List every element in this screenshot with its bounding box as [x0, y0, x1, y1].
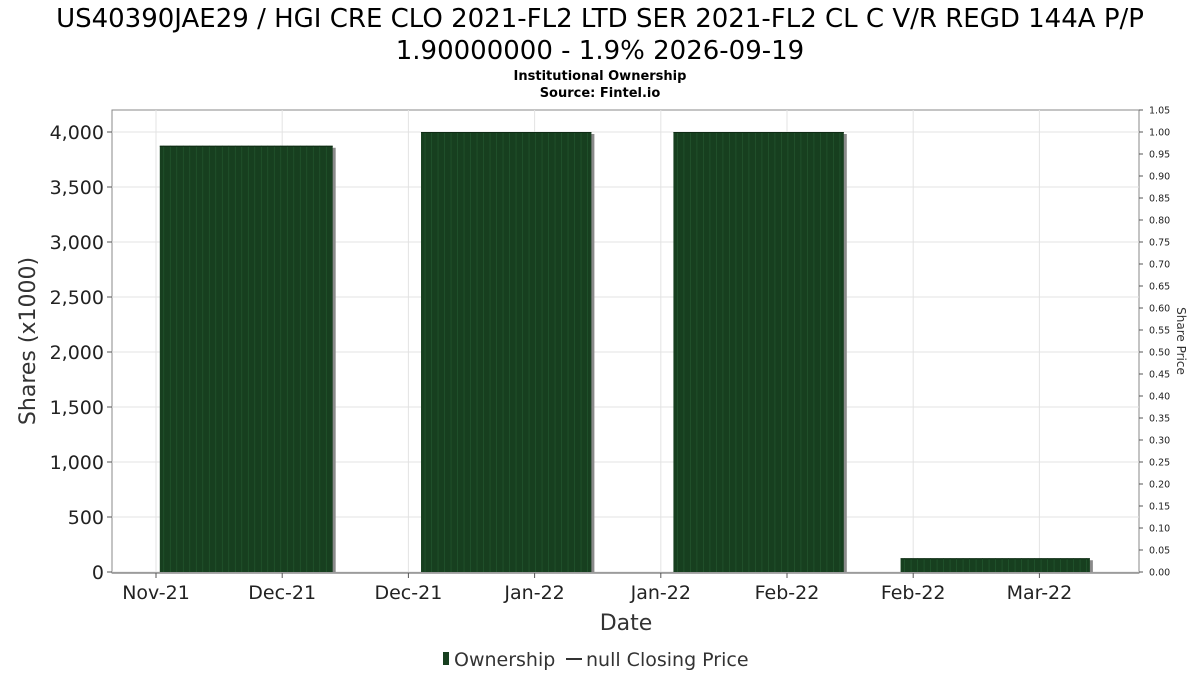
y2-tick-label: 0.30 — [1149, 436, 1170, 447]
y2-tick-label: 0.15 — [1149, 502, 1170, 513]
y-tick-label: 2,000 — [50, 342, 104, 364]
y2-tick-label: 0.60 — [1149, 304, 1170, 315]
ownership-bar — [900, 558, 1093, 572]
chart-subtitle-line1: Institutional Ownership — [514, 69, 687, 84]
x-tick-label: Mar-22 — [1007, 582, 1073, 604]
y2-tick-label: 0.65 — [1149, 282, 1170, 293]
ownership-bar — [421, 132, 595, 572]
y2-tick-label: 1.05 — [1149, 106, 1170, 117]
y2-tick-label: 0.55 — [1149, 326, 1170, 337]
chart-title-line1: US40390JAE29 / HGI CRE CLO 2021-FL2 LTD … — [56, 4, 1144, 34]
x-tick-label: Feb-22 — [881, 582, 946, 604]
legend-ownership-label: Ownership — [454, 649, 555, 671]
x-axis-label: Date — [600, 611, 653, 636]
y-tick-label: 3,500 — [50, 177, 104, 199]
y2-tick-label: 1.00 — [1149, 128, 1170, 139]
x-tick-label: Dec-21 — [374, 582, 442, 604]
legend-ownership-swatch — [443, 652, 449, 665]
bar-body — [159, 145, 333, 572]
y2-tick-label: 0.80 — [1149, 216, 1170, 227]
y2-tick-label: 0.10 — [1149, 524, 1170, 535]
y2-axis-label: Share Price — [1174, 307, 1188, 375]
ownership-bar — [159, 145, 336, 572]
bars-group — [159, 132, 1093, 572]
y2-tick-label: 0.35 — [1149, 414, 1170, 425]
y2-tick-label: 0.45 — [1149, 370, 1170, 381]
y-tick-label: 1,000 — [50, 452, 104, 474]
x-tick-label: Jan-22 — [630, 582, 691, 604]
y2-tick-label: 0.25 — [1149, 458, 1170, 469]
y-tick-label: 0 — [92, 562, 104, 584]
y-tick-label: 3,000 — [50, 232, 104, 254]
y2-axis-ticks: 0.00 0.05 0.10 0.15 0.20 0.25 0.30 0.35 0.40 0.45… — [1139, 106, 1170, 579]
y2-tick-label: 0.95 — [1149, 150, 1170, 161]
y2-tick-label: 0.00 — [1149, 568, 1170, 579]
bar-body — [900, 558, 1090, 572]
y2-tick-label: 0.90 — [1149, 172, 1170, 183]
y-tick-label: 1,500 — [50, 397, 104, 419]
y2-tick-label: 0.85 — [1149, 194, 1170, 205]
legend-price-label: null Closing Price — [586, 649, 749, 671]
y-tick-label: 500 — [68, 507, 104, 529]
bar-body — [673, 132, 844, 572]
chart-title-line2: 1.90000000 - 1.9% 2026-09-19 — [396, 36, 804, 66]
y-tick-label: 2,500 — [50, 287, 104, 309]
y2-tick-label: 0.75 — [1149, 238, 1170, 249]
y2-tick-label: 0.20 — [1149, 480, 1170, 491]
x-tick-label: Nov-21 — [122, 582, 190, 604]
y2-tick-label: 0.70 — [1149, 260, 1170, 271]
y2-tick-label: 0.40 — [1149, 392, 1170, 403]
y-tick-label: 4,000 — [50, 122, 104, 144]
y2-tick-label: 0.05 — [1149, 546, 1170, 557]
y-axis-label: Shares (x1000) — [16, 257, 41, 425]
x-tick-label: Dec-21 — [248, 582, 316, 604]
bar-body — [421, 132, 592, 572]
x-tick-label: Jan-22 — [503, 582, 564, 604]
ownership-bar — [673, 132, 847, 572]
chart-subtitle-line2: Source: Fintel.io — [540, 86, 661, 101]
y2-tick-label: 0.50 — [1149, 348, 1170, 359]
legend: Ownership null Closing Price — [443, 649, 749, 671]
x-axis-ticks: Nov-21 Dec-21 Dec-21 Jan-22 Jan-22 Feb-22 Feb-… — [112, 572, 1139, 604]
y-axis-ticks: 0 500 1,000 1,500 2,000 2,500 3,000 3,500 4,000 — [50, 122, 112, 584]
x-tick-label: Feb-22 — [755, 582, 820, 604]
